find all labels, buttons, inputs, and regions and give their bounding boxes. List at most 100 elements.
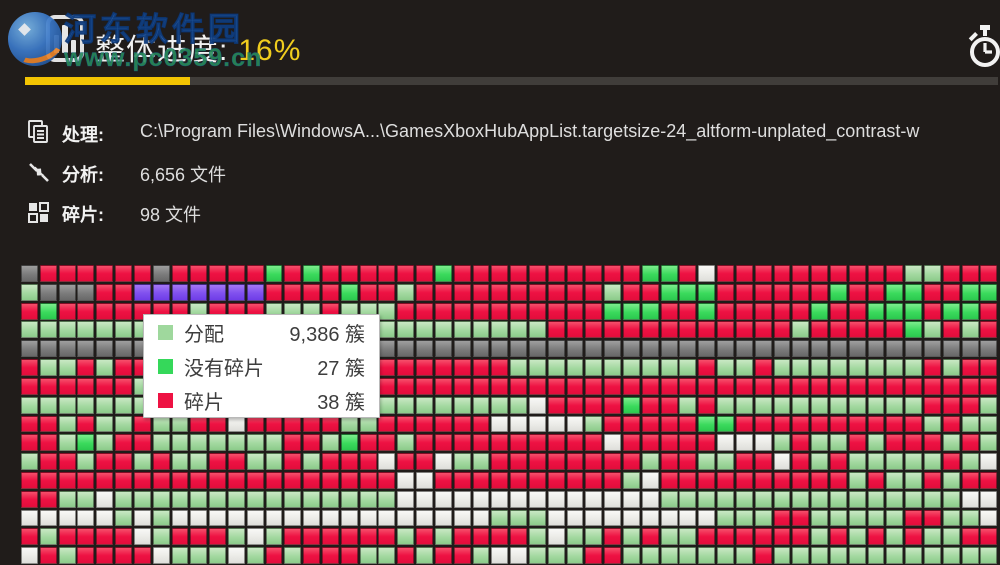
disk-map-cell [811,509,829,527]
disk-map-cell [792,283,810,301]
disk-map-cell [717,283,734,301]
disk-map-cell [21,340,38,358]
disk-map-cell [152,265,170,282]
disk-map-cell [453,302,471,320]
disk-map-cell [942,471,960,489]
disk-map-cell [848,359,866,376]
cluster-legend-tooltip: 分配 9,386 簇 没有碎片 27 簇 碎片 38 簇 [143,314,380,418]
disk-map-cell [416,265,433,282]
copy-document-icon [27,119,51,145]
disk-map-cell [547,396,565,414]
disk-map-cell [773,528,791,546]
disk-map-cell [528,302,546,320]
disk-map-cell [641,340,659,358]
disk-map-cell [453,359,471,376]
disk-map-cell [829,547,847,565]
disk-map-cell [773,547,791,565]
disk-map-cell [39,359,57,376]
stopwatch-icon[interactable] [962,24,1000,70]
disk-map-cell [754,415,772,433]
disk-map-cell [472,265,490,282]
disk-map-cell [623,471,640,489]
disk-map-cell [303,471,321,489]
disk-map-cell [585,340,603,358]
disk-map-cell [811,490,829,508]
disk-map-cell [171,283,189,301]
disk-map-cell [623,321,640,339]
disk-map-cell [547,302,565,320]
disk-map-cell [265,490,283,508]
disk-map-cell [566,509,584,527]
disk-map-cell [566,321,584,339]
disk-map-cell [924,509,941,527]
disk-map-cell [792,302,810,320]
disk-map-cell [717,434,734,452]
disk-map-cell [77,471,95,489]
disk-map-cell [905,453,923,471]
disk-map-cell [942,283,960,301]
disk-map-cell [265,265,283,282]
disk-map-cell [942,321,960,339]
disk-map-cell [980,377,998,395]
disk-map-cell [227,434,245,452]
disk-map-cell [96,490,114,508]
disk-map-cell [811,528,829,546]
disk-map-cell [641,528,659,546]
disk-map-cell [773,377,791,395]
disk-map-cell [284,471,302,489]
disk-map-cell [359,471,377,489]
disk-map-cell [152,283,170,301]
disk-map-cell [829,321,847,339]
disk-map-cell [209,283,227,301]
disk-map-cell [265,471,283,489]
disk-map-cell [585,415,603,433]
disk-map-cell [773,453,791,471]
disk-map-cell [190,509,208,527]
disk-map-cell [754,528,772,546]
disk-map-cell [227,265,245,282]
disk-map-cell [510,302,528,320]
disk-map-cell [641,396,659,414]
disk-map-cell [585,471,603,489]
disk-map-cell [152,471,170,489]
disk-map-cell [585,302,603,320]
disk-map-cell [510,471,528,489]
disk-map-cell [39,471,57,489]
disk-map-cell [623,528,640,546]
disk-map-cell [735,434,753,452]
disk-map-cell [547,359,565,376]
disk-map-cell [397,471,415,489]
disk-map-cell [679,283,697,301]
disk-map-cell [209,434,227,452]
disk-map-cell [942,453,960,471]
disk-map-cell [547,265,565,282]
disk-map-cell [942,359,960,376]
disk-map-cell [397,509,415,527]
disk-map-cell [265,415,283,433]
disk-map-cell [528,490,546,508]
disk-map-cell [190,434,208,452]
disk-map-cell [735,377,753,395]
disk-map-cell [133,509,151,527]
disk-map-cell [698,302,716,320]
disk-map-cell [58,453,76,471]
disk-map-cell [472,547,490,565]
disk-map-cell [754,265,772,282]
disk-map-cell [660,453,678,471]
disk-map-cell [227,528,245,546]
disk-map-cell [547,434,565,452]
disk-map-cell [905,265,923,282]
disk-map-cell [397,302,415,320]
disk-map-cell [905,359,923,376]
disk-map-cell [227,490,245,508]
disk-map-cell [717,490,734,508]
disk-map-cell [472,302,490,320]
disk-map-cell [491,471,509,489]
disk-map-cell [227,415,245,433]
disk-map-cell [848,528,866,546]
disk-map-cell [472,340,490,358]
disk-map-cell [773,396,791,414]
disk-map-cell [773,321,791,339]
disk-map-cell [96,471,114,489]
disk-map-cell [961,547,979,565]
